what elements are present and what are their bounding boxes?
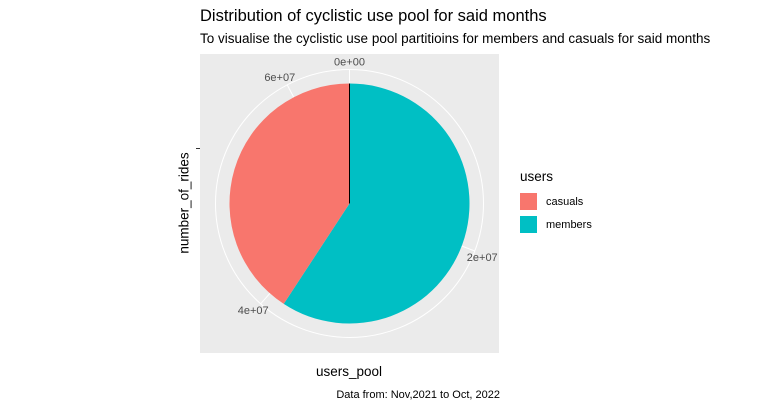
y-axis-label: number_of_rides bbox=[176, 152, 192, 254]
pie-slice-members bbox=[283, 83, 470, 324]
theta-tick-label: 2e+07 bbox=[467, 252, 498, 264]
legend-key-casuals bbox=[520, 193, 537, 210]
chart-caption: Data from: Nov,2021 to Oct, 2022 bbox=[336, 389, 500, 401]
legend-title: users bbox=[520, 169, 554, 184]
pie-chart: 0e+00 2e+07 4e+07 6e+07 bbox=[215, 57, 498, 338]
legend-item-casuals: casuals bbox=[520, 190, 592, 213]
legend-key-members bbox=[520, 216, 537, 233]
legend-item-members: members bbox=[520, 213, 592, 236]
legend-label-casuals: casuals bbox=[546, 195, 584, 208]
y-axis-tick bbox=[196, 148, 200, 149]
pie-slice-casuals bbox=[229, 83, 350, 304]
chart-subtitle: To visualise the cyclistic use pool part… bbox=[200, 31, 711, 46]
legend: users casuals members bbox=[520, 169, 592, 236]
legend-label-members: members bbox=[546, 218, 592, 231]
theta-tick-label: 0e+00 bbox=[334, 57, 365, 69]
x-axis-label: users_pool bbox=[315, 364, 383, 379]
theta-tick-label: 4e+07 bbox=[238, 305, 269, 317]
chart-title: Distribution of cyclistic use pool for s… bbox=[200, 7, 547, 25]
theta-tick-label: 6e+07 bbox=[264, 72, 295, 84]
